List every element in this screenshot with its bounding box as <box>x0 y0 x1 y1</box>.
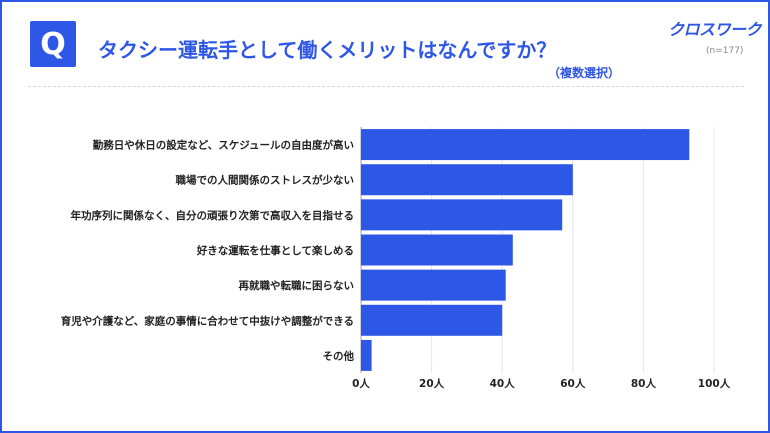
bar <box>361 339 372 371</box>
category-labels: 勤務日や休日の設定など、スケジュールの自由度が高い職場での人間関係のストレスが少… <box>61 139 355 363</box>
brand-logo: クロスワーク <box>668 20 762 39</box>
x-tick-label: 100人 <box>698 377 731 390</box>
bar <box>361 304 503 336</box>
category-label: 職場での人間関係のストレスが少ない <box>176 174 355 187</box>
x-tick-label: 20人 <box>419 377 445 390</box>
bar <box>361 269 506 301</box>
x-tick-label: 60人 <box>560 377 586 390</box>
category-label: 年功序列に関係なく、自分の頑張り次第で高収入を目指せる <box>71 209 355 222</box>
x-tick-label: 0人 <box>352 377 370 390</box>
bar <box>361 164 573 196</box>
category-label: 育児や介護など、家庭の事情に合わせて中抜けや調整ができる <box>61 314 354 327</box>
category-label: 勤務日や休日の設定など、スケジュールの自由度が高い <box>93 139 354 152</box>
bar <box>361 234 513 266</box>
sample-size: (n=177) <box>706 46 744 56</box>
question-badge: Q <box>30 21 76 67</box>
bar <box>361 199 563 231</box>
tick-labels: 0人 20人 40人 60人 80人 100人 <box>352 377 731 390</box>
category-label: 再就職や転職に困らない <box>239 279 355 292</box>
category-label: その他 <box>323 349 355 362</box>
question-title: タクシー運転手として働くメリットはなんですか？ <box>98 38 557 62</box>
x-tick-label: 80人 <box>631 377 657 390</box>
category-label: 好きな運転を仕事として楽しめる <box>196 244 354 257</box>
bar <box>361 129 690 161</box>
x-tick-label: 40人 <box>490 377 516 390</box>
header-divider <box>28 86 744 87</box>
multiple-choice-note: （複数選択） <box>548 66 621 80</box>
bars <box>361 129 690 371</box>
